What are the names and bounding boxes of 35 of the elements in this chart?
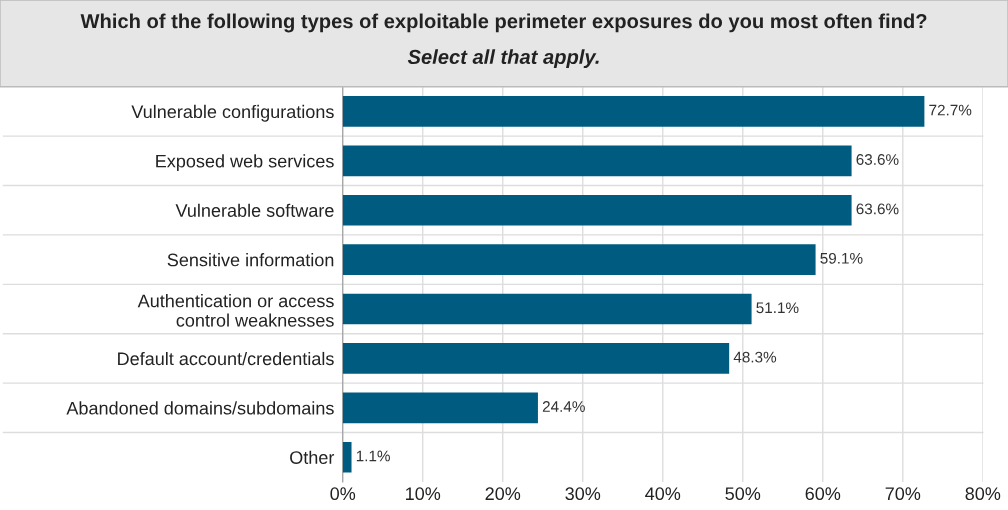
y-tick-label: Other: [290, 450, 335, 464]
x-tick-label: 40%: [645, 487, 681, 501]
data-label: 63.6%: [856, 203, 899, 215]
data-label: 63.6%: [856, 154, 899, 165]
bar: [342, 293, 752, 325]
x-tick-label: 30%: [565, 487, 601, 501]
x-tick-label: 20%: [485, 487, 521, 501]
x-tick-label: 70%: [885, 487, 921, 501]
bar: [342, 441, 352, 473]
bar: [342, 96, 925, 127]
data-label: 24.4%: [542, 401, 585, 412]
x-tick-label: 10%: [406, 487, 441, 501]
data-label: 72.7%: [929, 104, 972, 116]
y-tick-label: Default account/credentials: [118, 351, 334, 366]
bar: [342, 392, 538, 424]
chart-title: Which of the following types of exploitable perimeter exposures do you most often find?: [80, 13, 927, 33]
y-tick-label: Abandoned domains/subdomains: [66, 401, 334, 415]
bar: [342, 145, 852, 177]
y-tick-label: Sensitive information: [167, 253, 334, 267]
data-label: 59.1%: [820, 252, 863, 264]
bar: [342, 194, 852, 226]
bar: [342, 343, 730, 374]
y-tick-label: Vulnerable configurations: [131, 104, 334, 122]
data-label: 48.3%: [733, 351, 777, 363]
x-tick-label: 0%: [330, 487, 356, 501]
data-label: 1.1%: [356, 450, 390, 462]
x-tick-label: 80%: [965, 487, 1001, 501]
chart-subtitle: Select all that apply.: [407, 49, 599, 69]
y-tick-label: Exposed web services: [156, 154, 334, 172]
y-tick-label: Vulnerable software: [175, 203, 334, 217]
bar: [342, 244, 816, 275]
y-tick-label: Authentication or access control weaknesses: [137, 294, 334, 327]
x-tick-label: 50%: [725, 487, 761, 501]
x-tick-label: 60%: [805, 487, 841, 501]
data-label: 51.1%: [756, 302, 799, 314]
